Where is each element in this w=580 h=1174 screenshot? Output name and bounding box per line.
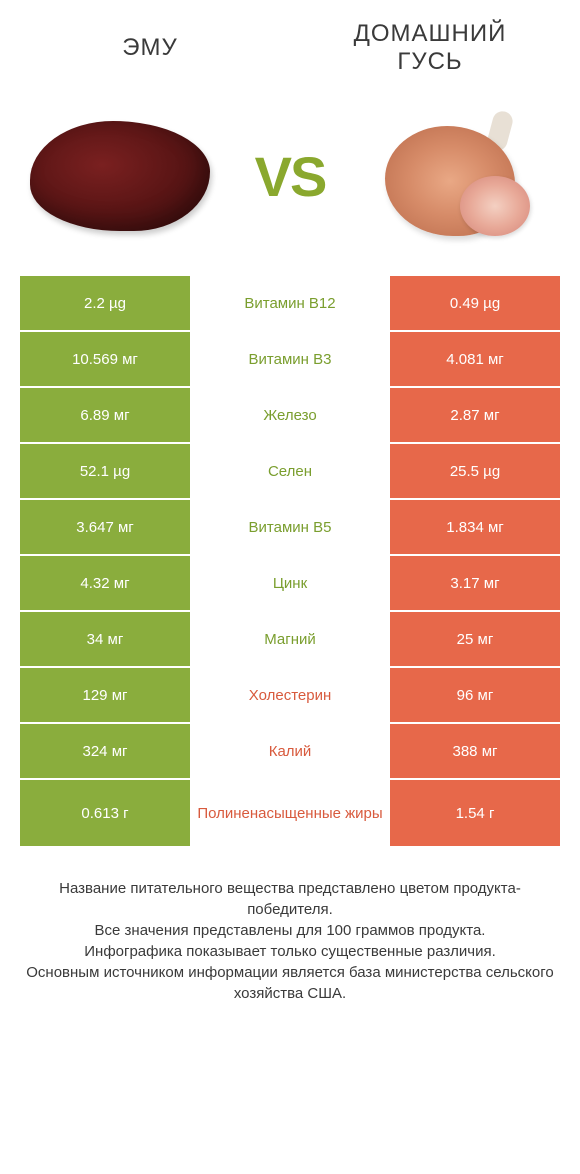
footer-line-2: Все значения представлены для 100 граммо… <box>20 920 560 941</box>
right-value: 96 мг <box>390 668 560 722</box>
footer-text: Название питательного вещества представл… <box>0 848 580 1024</box>
images-row: VS <box>0 86 580 276</box>
right-value: 0.49 µg <box>390 276 560 330</box>
table-row: 129 мгХолестерин96 мг <box>20 668 560 724</box>
left-value: 4.32 мг <box>20 556 190 610</box>
right-value: 2.87 мг <box>390 388 560 442</box>
nutrition-table: 2.2 µgВитамин B120.49 µg10.569 мгВитамин… <box>20 276 560 848</box>
right-value: 388 мг <box>390 724 560 778</box>
right-value: 1.834 мг <box>390 500 560 554</box>
nutrient-label: Железо <box>190 388 390 442</box>
footer-line-4: Основным источником информации является … <box>20 962 560 1004</box>
right-value: 25.5 µg <box>390 444 560 498</box>
left-image <box>20 101 220 251</box>
left-value: 2.2 µg <box>20 276 190 330</box>
table-row: 324 мгКалий388 мг <box>20 724 560 780</box>
footer-line-3: Инфографика показывает только существенн… <box>20 941 560 962</box>
nutrient-label: Холестерин <box>190 668 390 722</box>
left-value: 0.613 г <box>20 780 190 846</box>
left-value: 52.1 µg <box>20 444 190 498</box>
header: ЭМУ ДОМАШНИЙ ГУСЬ <box>0 0 580 86</box>
table-row: 34 мгМагний25 мг <box>20 612 560 668</box>
footer-line-1: Название питательного вещества представл… <box>20 878 560 920</box>
nutrient-label: Витамин B3 <box>190 332 390 386</box>
nutrient-label: Магний <box>190 612 390 666</box>
right-title: ДОМАШНИЙ ГУСЬ <box>290 20 570 76</box>
table-row: 6.89 мгЖелезо2.87 мг <box>20 388 560 444</box>
table-row: 52.1 µgСелен25.5 µg <box>20 444 560 500</box>
left-value: 34 мг <box>20 612 190 666</box>
table-row: 3.647 мгВитамин B51.834 мг <box>20 500 560 556</box>
goose-meat-icon <box>380 111 540 241</box>
right-value: 25 мг <box>390 612 560 666</box>
table-row: 4.32 мгЦинк3.17 мг <box>20 556 560 612</box>
right-value: 4.081 мг <box>390 332 560 386</box>
left-value: 3.647 мг <box>20 500 190 554</box>
nutrient-label: Селен <box>190 444 390 498</box>
right-image <box>360 101 560 251</box>
table-row: 2.2 µgВитамин B120.49 µg <box>20 276 560 332</box>
left-value: 129 мг <box>20 668 190 722</box>
right-value: 3.17 мг <box>390 556 560 610</box>
nutrient-label: Калий <box>190 724 390 778</box>
nutrient-label: Витамин B5 <box>190 500 390 554</box>
right-value: 1.54 г <box>390 780 560 846</box>
left-title: ЭМУ <box>10 34 290 62</box>
nutrient-label: Цинк <box>190 556 390 610</box>
nutrient-label: Полиненасыщенные жиры <box>190 780 390 846</box>
table-row: 0.613 гПолиненасыщенные жиры1.54 г <box>20 780 560 848</box>
left-value: 6.89 мг <box>20 388 190 442</box>
vs-badge: VS <box>255 144 326 209</box>
left-value: 324 мг <box>20 724 190 778</box>
emu-meat-icon <box>30 121 210 231</box>
table-row: 10.569 мгВитамин B34.081 мг <box>20 332 560 388</box>
left-value: 10.569 мг <box>20 332 190 386</box>
nutrient-label: Витамин B12 <box>190 276 390 330</box>
